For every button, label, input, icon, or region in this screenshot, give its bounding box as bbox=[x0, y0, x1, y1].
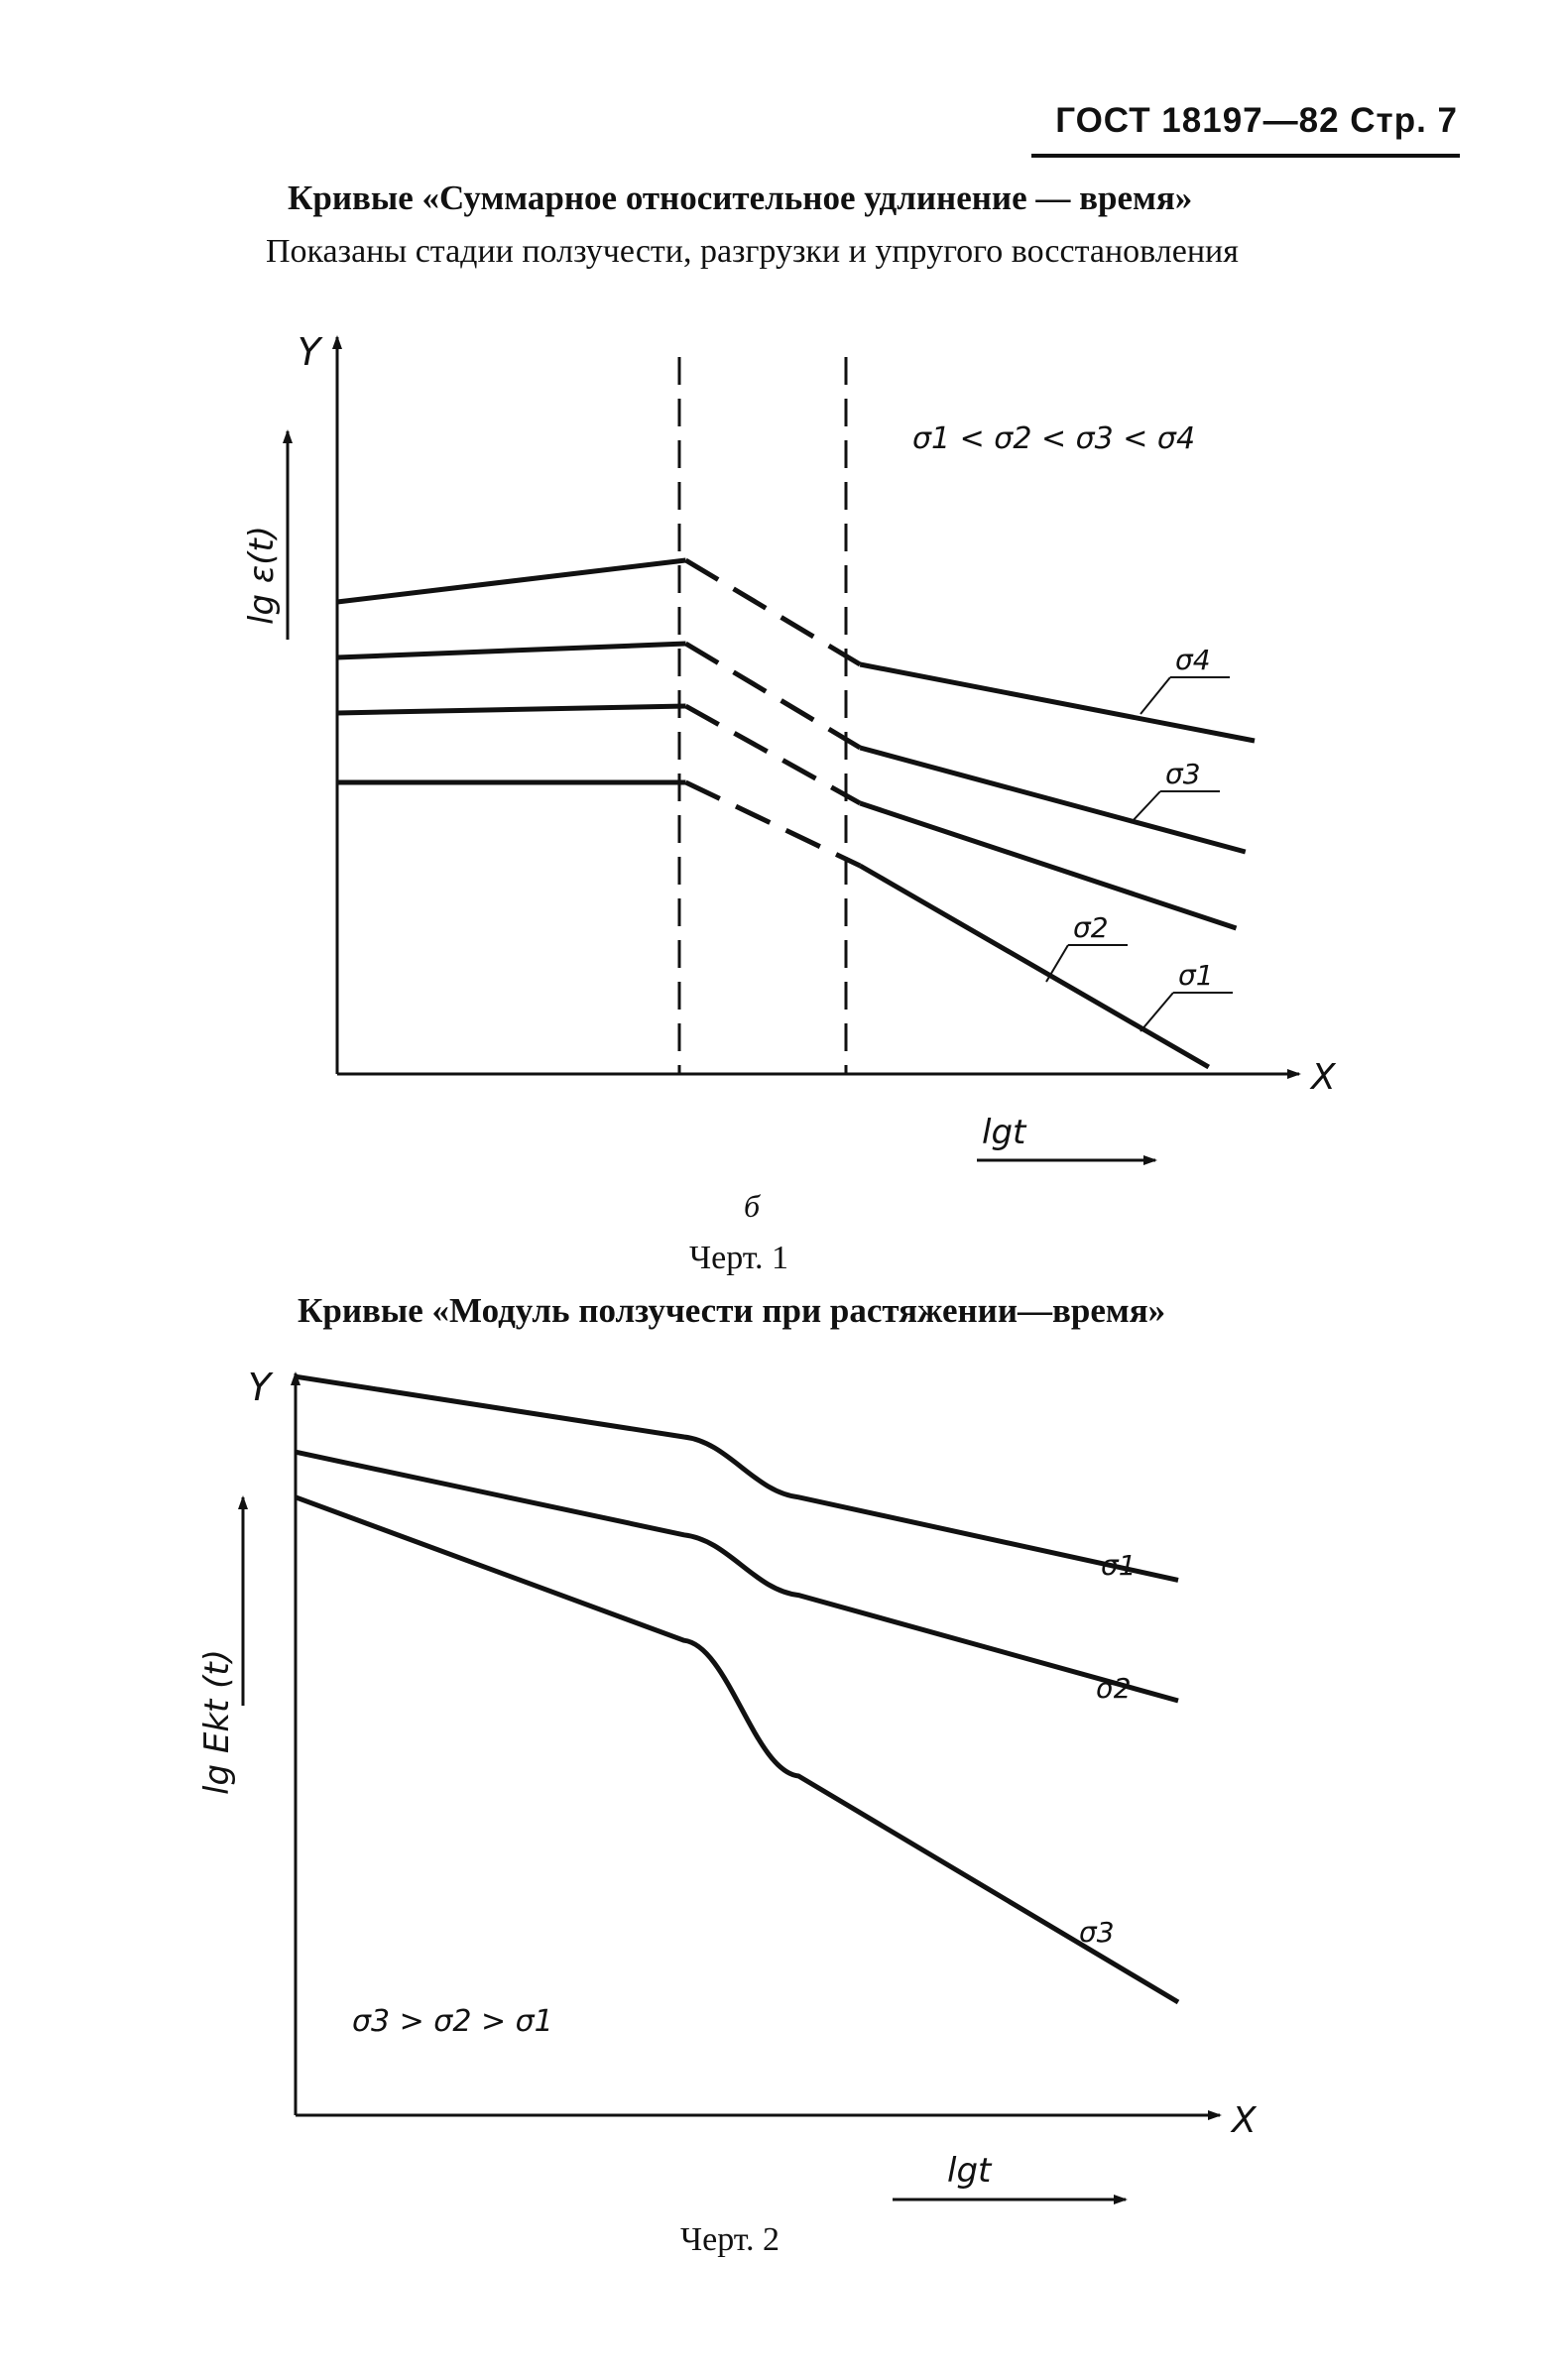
fig1-series-label: σ4 bbox=[1175, 644, 1211, 676]
fig2-inequality: σ3 > σ2 > σ1 bbox=[352, 2004, 553, 2039]
fig1-series-label: σ3 bbox=[1165, 758, 1201, 790]
figure1-subtitle: Показаны стадии ползучести, разгрузки и … bbox=[266, 233, 1239, 270]
fig1-unloading-segment bbox=[684, 641, 862, 751]
fig2-series-label: σ3 bbox=[1079, 1916, 1115, 1949]
fig2-series-line bbox=[295, 1494, 1180, 2005]
figure2-title: Кривые «Модуль ползучести при растяжении… bbox=[298, 1291, 1166, 1330]
fig1-label-leader bbox=[1140, 992, 1174, 1032]
fig2-y-axis-letter: Y bbox=[248, 1366, 274, 1409]
fig1-series-label: σ1 bbox=[1178, 959, 1214, 992]
fig2-series-line bbox=[295, 1449, 1179, 1704]
fig1-recovery-segment bbox=[859, 661, 1256, 744]
fig1-series-label: σ2 bbox=[1073, 911, 1109, 944]
fig1-label-leader bbox=[1130, 790, 1161, 824]
fig1-y-quantity: lg ε(t) bbox=[242, 526, 282, 625]
fig1-y-axis-letter: Y bbox=[298, 330, 323, 374]
fig1-unloading-segment bbox=[684, 779, 862, 869]
panel-letter: б bbox=[744, 1188, 761, 1224]
fig2-x-axis-letter: X bbox=[1230, 2100, 1258, 2141]
header-rule bbox=[1031, 154, 1460, 158]
fig1-creep-segment bbox=[336, 703, 686, 716]
fig1-label-leader bbox=[1140, 676, 1171, 715]
figure2-curves: σ1 σ2 σ3 bbox=[295, 1373, 1180, 2005]
figure1-caption: Черт. 1 bbox=[689, 1240, 789, 1276]
fig2-series-label: σ1 bbox=[1101, 1549, 1137, 1582]
figure1-curves: σ4 σ3 σ2 σ1 bbox=[336, 557, 1256, 1070]
fig2-x-quantity: lgt bbox=[947, 2151, 993, 2191]
fig1-recovery-segment bbox=[858, 863, 1211, 1070]
fig1-creep-segment bbox=[336, 557, 686, 605]
figure1-title: Кривые «Суммарное относительное удлинени… bbox=[288, 178, 1193, 217]
fig1-inequality: σ1 < σ2 < σ3 < σ4 bbox=[912, 421, 1195, 456]
fig1-creep-segment bbox=[336, 641, 686, 660]
fig1-recovery-segment bbox=[859, 800, 1238, 931]
fig1-recovery-segment bbox=[859, 745, 1247, 855]
page-header: ГОСТ 18197—82 Стр. 7 bbox=[1055, 101, 1458, 140]
fig2-y-quantity: lg Ekt (t) bbox=[197, 1649, 237, 1795]
fig1-x-quantity: lgt bbox=[982, 1113, 1027, 1152]
fig2-series-line bbox=[295, 1373, 1179, 1583]
fig1-unloading-segment bbox=[684, 557, 862, 667]
fig1-unloading-segment bbox=[684, 703, 862, 806]
figure2-caption: Черт. 2 bbox=[680, 2221, 780, 2258]
fig2-series-label: σ2 bbox=[1096, 1672, 1132, 1705]
fig1-x-axis-letter: X bbox=[1309, 1057, 1337, 1098]
